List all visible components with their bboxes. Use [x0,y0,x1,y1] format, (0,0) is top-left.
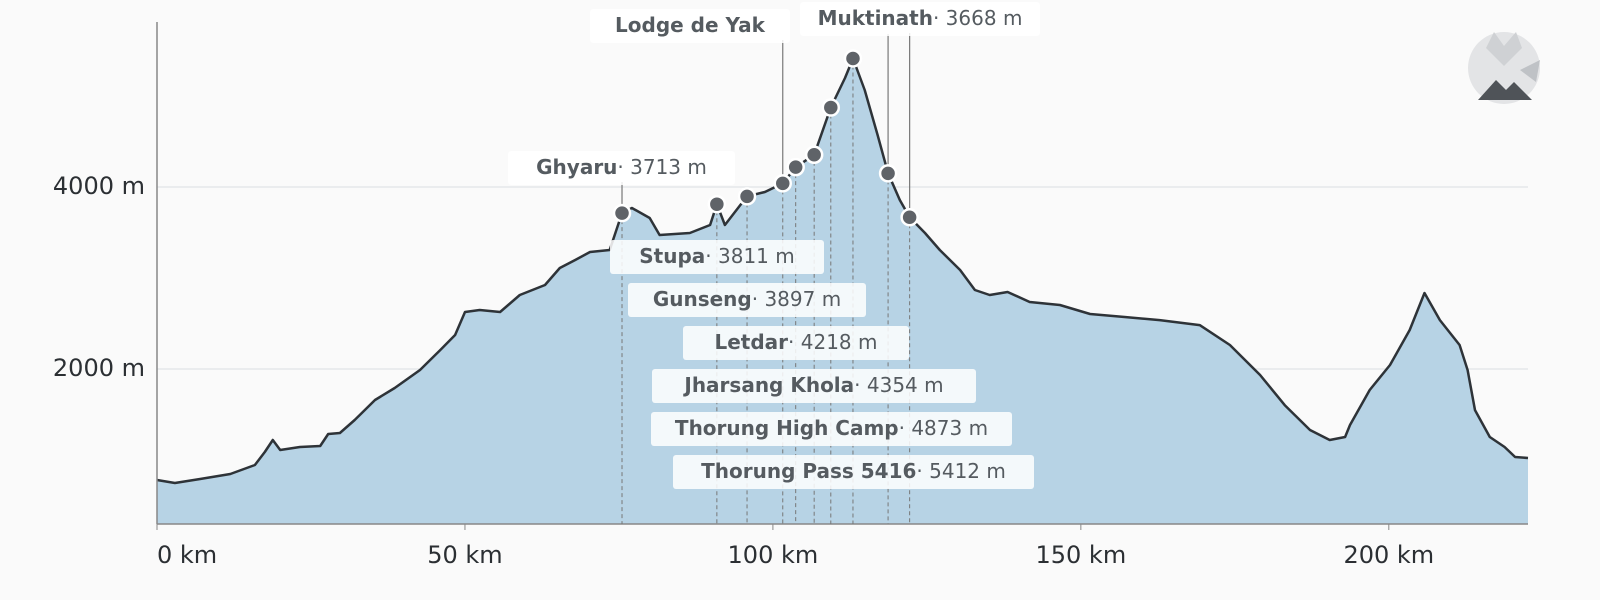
waypoint-marker [707,194,727,214]
waypoint-elevation: · 3713 m [617,155,706,179]
waypoint-name: Letdar [715,330,789,354]
waypoint-markers [612,49,919,227]
x-tick-label: 50 km [427,541,502,569]
waypoint-marker [821,98,841,117]
waypoint-label: Thorung Pass 5416· 5412 m [701,459,1006,483]
waypoint-label-box [673,455,1034,489]
waypoint-marker [900,207,919,227]
waypoint-name: Lodge de Yak [615,13,766,37]
waypoint-label-box [508,151,735,185]
waypoint-name: Gunseng [653,287,752,311]
waypoint-label-box [652,369,976,403]
x-tick-label: 150 km [1035,541,1126,569]
waypoint-label-box [800,2,1040,36]
waypoint-name: Ghyaru [536,155,617,179]
waypoint-label: Gunseng· 3897 m [653,287,841,311]
x-tick-label: 200 km [1343,541,1434,569]
waypoint-label-box [610,240,824,274]
waypoint-label: Stupa· 3811 m [639,244,794,268]
y-tick-label: 2000 m [53,354,145,382]
waypoint-elevation: · 3668 m [933,6,1022,30]
waypoint-marker [737,187,757,206]
waypoint-label-box [651,412,1012,446]
waypoint-marker [786,157,805,177]
waypoint-elevation: · 4873 m [899,416,988,440]
waypoint-label-box [683,326,909,360]
waypoint-name: Muktinath [818,6,933,30]
waypoint-marker [773,174,793,193]
waypoint-label-box [590,9,790,43]
waypoint-marker [612,203,632,223]
x-tick-label: 0 km [157,541,217,569]
waypoint-label: Lodge de Yak [615,13,766,37]
waypoint-elevation: · 4218 m [788,330,877,354]
waypoint-label: Muktinath· 3668 m [818,6,1023,30]
waypoint-label-box [628,283,866,317]
waypoint-label: Jharsang Khola· 4354 m [682,373,943,397]
y-tick-label: 4000 m [53,172,145,200]
waypoint-name: Thorung High Camp [675,416,899,440]
x-tick-label: 100 km [728,541,819,569]
waypoint-label: Thorung High Camp· 4873 m [675,416,988,440]
waypoint-label: Ghyaru· 3713 m [536,155,707,179]
waypoint-elevation: · 5412 m [916,459,1005,483]
waypoint-name: Stupa [639,244,705,268]
waypoint-elevation: · 3811 m [705,244,794,268]
waypoint-label: Letdar· 4218 m [715,330,878,354]
waypoint-marker [878,164,898,183]
waypoint-marker [843,49,863,68]
logo [1468,32,1540,104]
waypoint-labels: Ghyaru· 3713 m Stupa· 3811 m Gunseng· 3897… [508,2,1040,489]
waypoint-elevation: · 3897 m [752,287,841,311]
waypoint-elevation: · 4354 m [854,373,943,397]
waypoint-name: Jharsang Khola [682,373,854,397]
waypoint-marker [804,145,824,165]
waypoint-name: Thorung Pass 5416 [701,459,916,483]
